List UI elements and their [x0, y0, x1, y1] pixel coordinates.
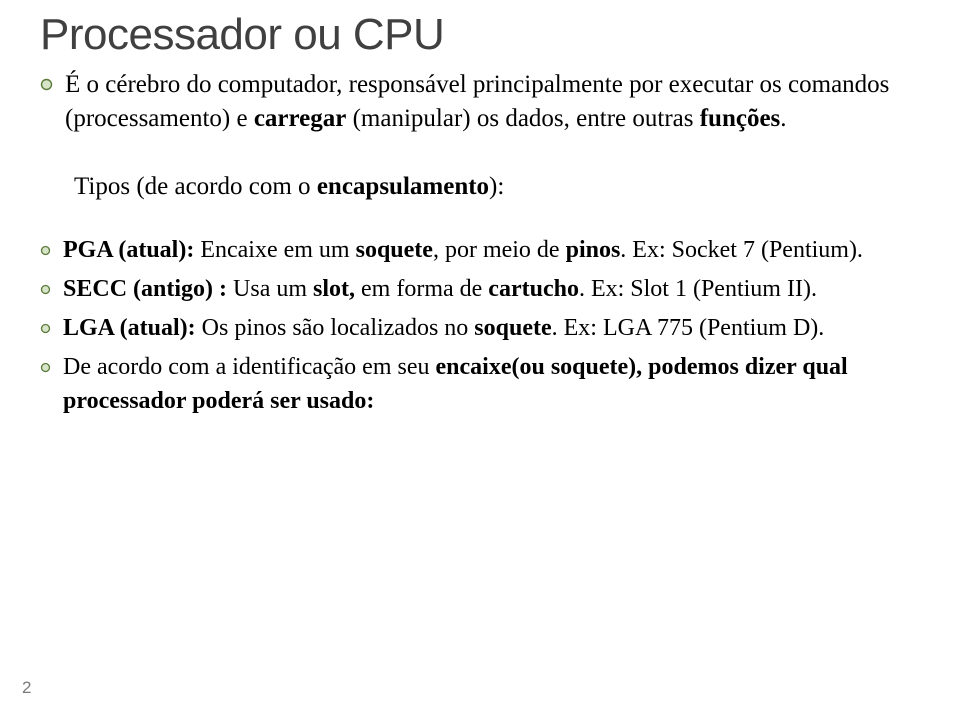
- list-item: LGA (atual): Os pinos são localizados no…: [40, 311, 920, 346]
- list-item-text: SECC (antigo) : Usa um slot, em forma de…: [63, 272, 817, 307]
- bullet-icon: [40, 284, 51, 295]
- bullet-icon: [40, 245, 51, 256]
- slide: Processador ou CPU É o cérebro do comput…: [0, 0, 960, 714]
- list-item: PGA (atual): Encaixe em um soquete, por …: [40, 233, 920, 268]
- list-item: SECC (antigo) : Usa um slot, em forma de…: [40, 272, 920, 307]
- lead-text: É o cérebro do computador, responsável p…: [65, 68, 920, 136]
- slide-title: Processador ou CPU: [40, 10, 920, 60]
- list-item-text: LGA (atual): Os pinos são localizados no…: [63, 311, 824, 346]
- lead-bullet-row: É o cérebro do computador, responsável p…: [40, 68, 920, 136]
- list-item-text: De acordo com a identificação em seu enc…: [63, 350, 920, 420]
- sub-list: PGA (atual): Encaixe em um soquete, por …: [40, 233, 920, 419]
- section-label: Tipos (de acordo com o encapsulamento):: [74, 170, 920, 204]
- page-number: 2: [22, 678, 31, 698]
- bullet-icon: [40, 78, 53, 91]
- bullet-icon: [40, 362, 51, 373]
- list-item: De acordo com a identificação em seu enc…: [40, 350, 920, 420]
- bullet-icon: [40, 323, 51, 334]
- list-item-text: PGA (atual): Encaixe em um soquete, por …: [63, 233, 863, 268]
